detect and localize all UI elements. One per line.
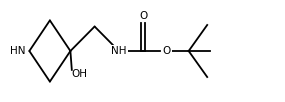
Text: OH: OH [72, 69, 88, 79]
Text: O: O [163, 46, 171, 56]
Text: HN: HN [11, 46, 26, 56]
Text: NH: NH [111, 46, 127, 56]
Text: O: O [139, 11, 147, 21]
